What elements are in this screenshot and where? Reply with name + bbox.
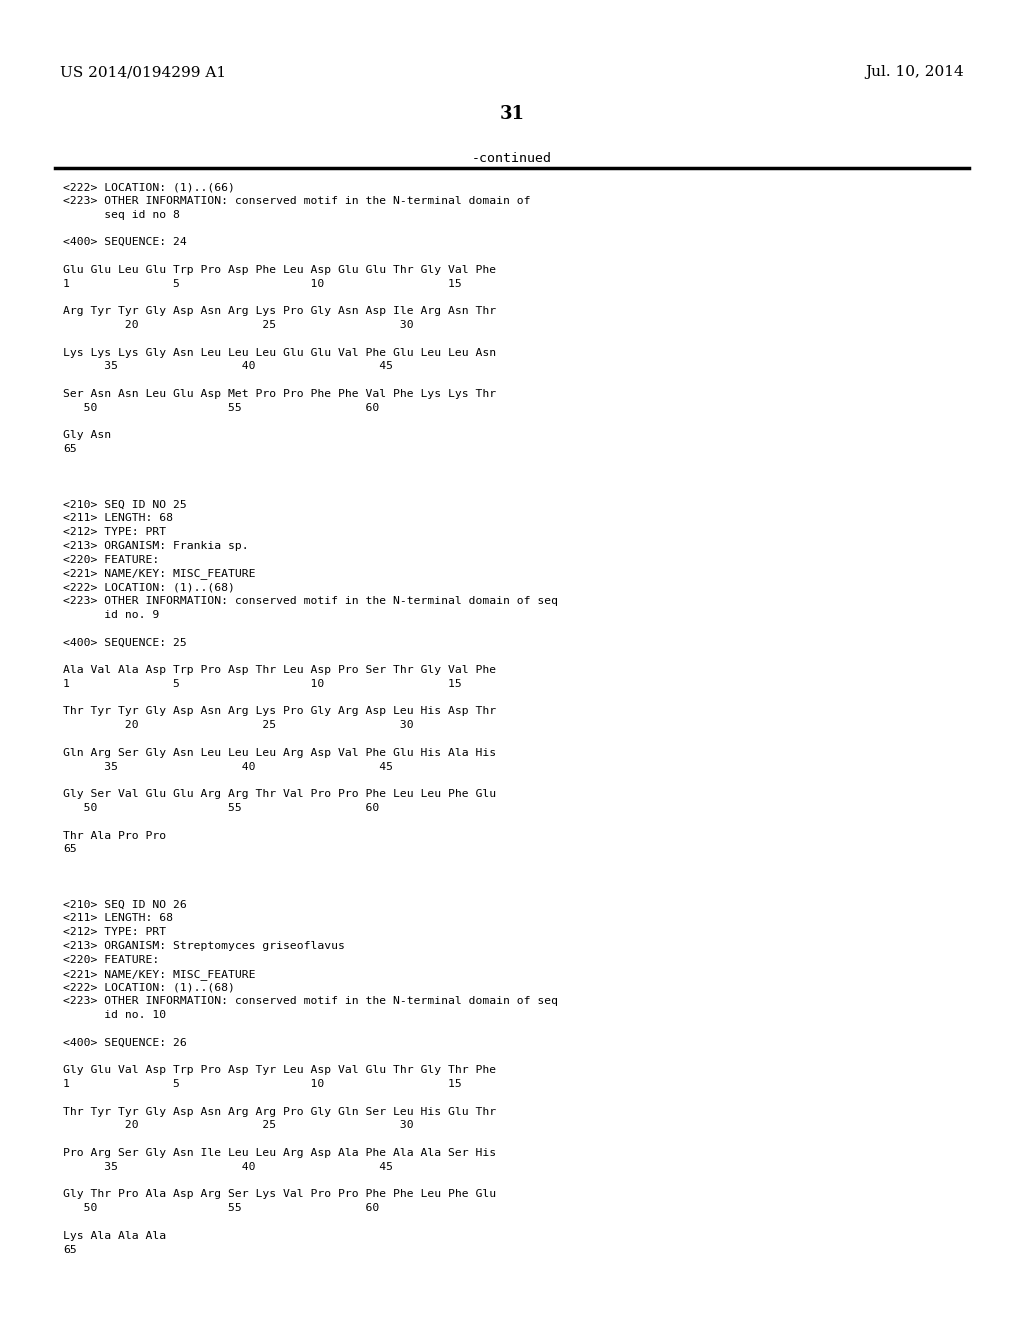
Text: 35                  40                  45: 35 40 45 [63, 1162, 393, 1172]
Text: 35                  40                  45: 35 40 45 [63, 762, 393, 772]
Text: <210> SEQ ID NO 25: <210> SEQ ID NO 25 [63, 499, 186, 510]
Text: Pro Arg Ser Gly Asn Ile Leu Leu Arg Asp Ala Phe Ala Ala Ser His: Pro Arg Ser Gly Asn Ile Leu Leu Arg Asp … [63, 1148, 496, 1158]
Text: <220> FEATURE:: <220> FEATURE: [63, 954, 160, 965]
Text: 50                   55                  60: 50 55 60 [63, 403, 379, 413]
Text: <400> SEQUENCE: 24: <400> SEQUENCE: 24 [63, 238, 186, 247]
Text: Lys Lys Lys Gly Asn Leu Leu Leu Glu Glu Val Phe Glu Leu Leu Asn: Lys Lys Lys Gly Asn Leu Leu Leu Glu Glu … [63, 347, 496, 358]
Text: <213> ORGANISM: Frankia sp.: <213> ORGANISM: Frankia sp. [63, 541, 249, 550]
Text: Thr Ala Pro Pro: Thr Ala Pro Pro [63, 830, 166, 841]
Text: Gly Asn: Gly Asn [63, 430, 112, 441]
Text: 20                  25                  30: 20 25 30 [63, 319, 414, 330]
Text: Ala Val Ala Asp Trp Pro Asp Thr Leu Asp Pro Ser Thr Gly Val Phe: Ala Val Ala Asp Trp Pro Asp Thr Leu Asp … [63, 665, 496, 675]
Text: <213> ORGANISM: Streptomyces griseoflavus: <213> ORGANISM: Streptomyces griseoflavu… [63, 941, 345, 950]
Text: <223> OTHER INFORMATION: conserved motif in the N-terminal domain of: <223> OTHER INFORMATION: conserved motif… [63, 195, 530, 206]
Text: <400> SEQUENCE: 25: <400> SEQUENCE: 25 [63, 638, 186, 647]
Text: Gly Ser Val Glu Glu Arg Arg Thr Val Pro Pro Phe Leu Leu Phe Glu: Gly Ser Val Glu Glu Arg Arg Thr Val Pro … [63, 789, 496, 799]
Text: Thr Tyr Tyr Gly Asp Asn Arg Arg Pro Gly Gln Ser Leu His Glu Thr: Thr Tyr Tyr Gly Asp Asn Arg Arg Pro Gly … [63, 1106, 496, 1117]
Text: <212> TYPE: PRT: <212> TYPE: PRT [63, 527, 166, 537]
Text: 65: 65 [63, 445, 77, 454]
Text: -continued: -continued [472, 152, 552, 165]
Text: Gln Arg Ser Gly Asn Leu Leu Leu Arg Asp Val Phe Glu His Ala His: Gln Arg Ser Gly Asn Leu Leu Leu Arg Asp … [63, 748, 496, 758]
Text: <222> LOCATION: (1)..(66): <222> LOCATION: (1)..(66) [63, 182, 234, 191]
Text: Jul. 10, 2014: Jul. 10, 2014 [865, 65, 964, 79]
Text: Ser Asn Asn Leu Glu Asp Met Pro Pro Phe Phe Val Phe Lys Lys Thr: Ser Asn Asn Leu Glu Asp Met Pro Pro Phe … [63, 389, 496, 399]
Text: <223> OTHER INFORMATION: conserved motif in the N-terminal domain of seq: <223> OTHER INFORMATION: conserved motif… [63, 997, 558, 1006]
Text: US 2014/0194299 A1: US 2014/0194299 A1 [60, 65, 226, 79]
Text: 35                  40                  45: 35 40 45 [63, 362, 393, 371]
Text: Arg Tyr Tyr Gly Asp Asn Arg Lys Pro Gly Asn Asp Ile Arg Asn Thr: Arg Tyr Tyr Gly Asp Asn Arg Lys Pro Gly … [63, 306, 496, 317]
Text: id no. 9: id no. 9 [63, 610, 160, 620]
Text: <210> SEQ ID NO 26: <210> SEQ ID NO 26 [63, 900, 186, 909]
Text: seq id no 8: seq id no 8 [63, 210, 180, 219]
Text: <211> LENGTH: 68: <211> LENGTH: 68 [63, 513, 173, 523]
Text: 1               5                   10                  15: 1 5 10 15 [63, 678, 462, 689]
Text: Lys Ala Ala Ala: Lys Ala Ala Ala [63, 1230, 166, 1241]
Text: <211> LENGTH: 68: <211> LENGTH: 68 [63, 913, 173, 924]
Text: Gly Thr Pro Ala Asp Arg Ser Lys Val Pro Pro Phe Phe Leu Phe Glu: Gly Thr Pro Ala Asp Arg Ser Lys Val Pro … [63, 1189, 496, 1200]
Text: 31: 31 [500, 106, 524, 123]
Text: <212> TYPE: PRT: <212> TYPE: PRT [63, 927, 166, 937]
Text: Thr Tyr Tyr Gly Asp Asn Arg Lys Pro Gly Arg Asp Leu His Asp Thr: Thr Tyr Tyr Gly Asp Asn Arg Lys Pro Gly … [63, 706, 496, 717]
Text: 1               5                   10                  15: 1 5 10 15 [63, 279, 462, 289]
Text: Gly Glu Val Asp Trp Pro Asp Tyr Leu Asp Val Glu Thr Gly Thr Phe: Gly Glu Val Asp Trp Pro Asp Tyr Leu Asp … [63, 1065, 496, 1076]
Text: 65: 65 [63, 1245, 77, 1254]
Text: 1               5                   10                  15: 1 5 10 15 [63, 1078, 462, 1089]
Text: <221> NAME/KEY: MISC_FEATURE: <221> NAME/KEY: MISC_FEATURE [63, 969, 256, 979]
Text: 20                  25                  30: 20 25 30 [63, 1121, 414, 1130]
Text: <222> LOCATION: (1)..(68): <222> LOCATION: (1)..(68) [63, 982, 234, 993]
Text: 50                   55                  60: 50 55 60 [63, 803, 379, 813]
Text: <223> OTHER INFORMATION: conserved motif in the N-terminal domain of seq: <223> OTHER INFORMATION: conserved motif… [63, 597, 558, 606]
Text: 65: 65 [63, 845, 77, 854]
Text: <220> FEATURE:: <220> FEATURE: [63, 554, 160, 565]
Text: id no. 10: id no. 10 [63, 1010, 166, 1020]
Text: <222> LOCATION: (1)..(68): <222> LOCATION: (1)..(68) [63, 582, 234, 593]
Text: 50                   55                  60: 50 55 60 [63, 1204, 379, 1213]
Text: 20                  25                  30: 20 25 30 [63, 721, 414, 730]
Text: Glu Glu Leu Glu Trp Pro Asp Phe Leu Asp Glu Glu Thr Gly Val Phe: Glu Glu Leu Glu Trp Pro Asp Phe Leu Asp … [63, 265, 496, 275]
Text: <400> SEQUENCE: 26: <400> SEQUENCE: 26 [63, 1038, 186, 1048]
Text: <221> NAME/KEY: MISC_FEATURE: <221> NAME/KEY: MISC_FEATURE [63, 569, 256, 579]
